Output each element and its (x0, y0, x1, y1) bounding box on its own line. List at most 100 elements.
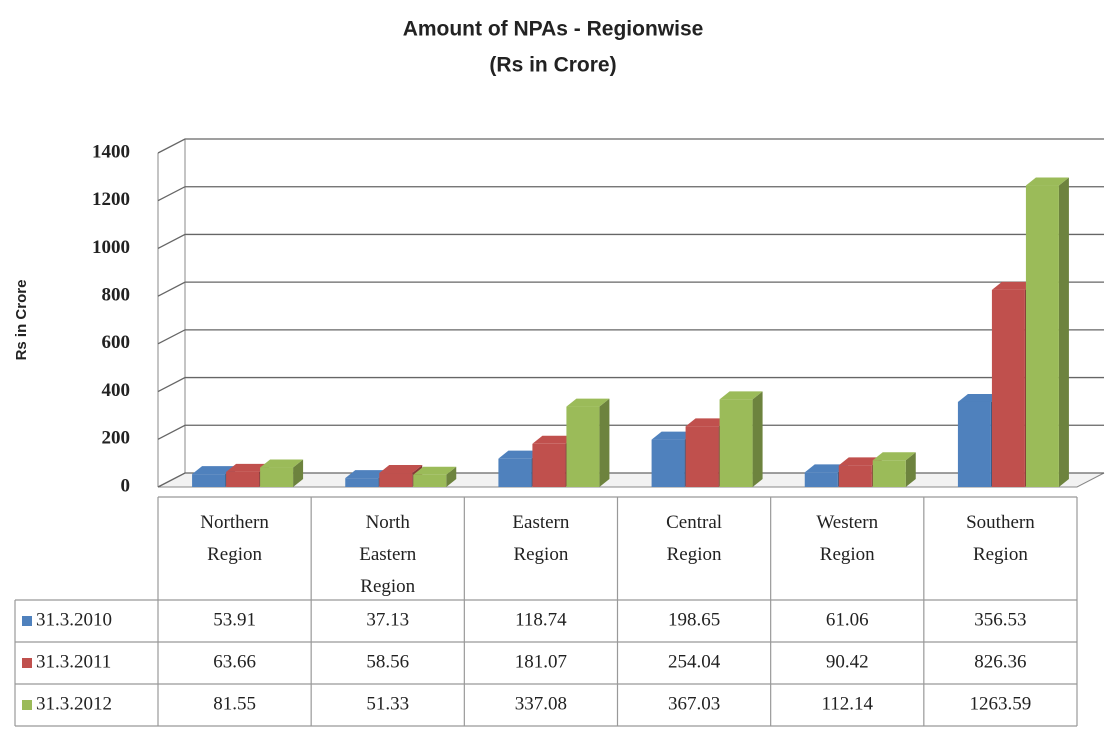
table-value: 63.66 (213, 651, 256, 672)
category-cell: Central Region (666, 512, 722, 565)
bar-front (804, 472, 838, 487)
y-tick-label: 1400 (92, 141, 130, 162)
bar-top (991, 281, 1035, 290)
category-cell: Northern Region (200, 512, 269, 565)
legend-label: 31.3.2011 (36, 651, 111, 672)
grid-line (157, 329, 1104, 345)
bar-top (566, 398, 610, 407)
bar-front (991, 289, 1025, 487)
category-cell: Western Region (816, 512, 879, 565)
bar-top (719, 391, 763, 400)
bar-side (599, 398, 610, 487)
table-value: 37.13 (366, 609, 409, 630)
y-tick-label: 600 (102, 332, 131, 353)
y-axis-label: Rs in Crore (13, 280, 30, 361)
bar (719, 391, 763, 487)
bar-front (957, 401, 991, 487)
bar-top (532, 435, 576, 444)
bar-top (685, 418, 729, 427)
bar-top (872, 452, 916, 461)
table-value: 53.91 (213, 609, 256, 630)
table-value: 118.74 (515, 609, 567, 630)
bar-side (905, 452, 916, 487)
bar (872, 452, 916, 487)
y-tick-label: 1200 (92, 189, 130, 210)
table-value: 81.55 (213, 693, 256, 714)
bar-front (719, 399, 753, 487)
chart-subtitle: (Rs in Crore) (489, 54, 616, 77)
bar-top (957, 393, 1001, 402)
table-value: 1263.59 (970, 693, 1032, 714)
table-value: 826.36 (974, 651, 1026, 672)
bar-front (566, 406, 600, 487)
x-tick-label: Northern Region (200, 512, 269, 565)
bar (566, 398, 610, 487)
bar-front (379, 473, 413, 487)
category-cell: North Eastern Region (359, 512, 417, 597)
table-value: 356.53 (974, 609, 1026, 630)
bar (260, 459, 304, 487)
bar-top (804, 464, 848, 473)
bar-front (260, 467, 294, 487)
table-value: 181.07 (515, 651, 567, 672)
grid-line (157, 186, 1104, 202)
bar-side (1058, 177, 1069, 488)
bar-side (752, 391, 763, 487)
grid-line (157, 233, 1104, 250)
y-tick-label: 200 (102, 428, 131, 449)
x-tick-label: North Eastern Region (359, 512, 417, 597)
legend-label: 31.3.2010 (36, 609, 112, 630)
table-value: 112.14 (821, 693, 873, 714)
bar-front (1025, 185, 1059, 488)
legend-marker (22, 616, 32, 626)
grid-line (157, 376, 1104, 393)
bar-front (872, 460, 906, 487)
table-value: 198.65 (668, 609, 720, 630)
table-value: 90.42 (826, 651, 869, 672)
bar-top (192, 466, 236, 475)
bar (413, 466, 457, 487)
legend-marker (22, 700, 32, 710)
bar-front (532, 443, 566, 487)
table-value: 367.03 (668, 693, 720, 714)
bar-top (379, 465, 423, 474)
category-cell: Southern Region (966, 512, 1035, 565)
bar-side (293, 459, 304, 487)
category-cell: Eastern Region (512, 512, 570, 565)
bar (1025, 177, 1069, 488)
grid-line (157, 472, 1104, 488)
x-tick-label: Eastern Region (512, 512, 570, 565)
y-tick-label: 1000 (92, 237, 130, 258)
table-value: 337.08 (515, 693, 567, 714)
bar-top (226, 463, 270, 472)
bar-front (651, 439, 685, 487)
bar-top (838, 457, 882, 466)
bar-front (685, 426, 719, 487)
bar-top (498, 450, 542, 459)
x-tick-label: Southern Region (966, 512, 1035, 565)
y-tick-label: 400 (102, 380, 131, 401)
table-value: 58.56 (366, 651, 409, 672)
bar-front (498, 458, 532, 487)
legend-marker (22, 658, 32, 668)
grid-line (157, 138, 1104, 154)
bar-front (345, 478, 379, 487)
bar-front (838, 465, 872, 487)
chart-title: Amount of NPAs - Regionwise (403, 18, 704, 41)
x-tick-label: Western Region (816, 512, 879, 565)
bar-front (192, 474, 226, 487)
bar-top (651, 431, 695, 440)
grid-line (157, 281, 1104, 297)
table-value: 254.04 (668, 651, 721, 672)
bar-top (1025, 177, 1069, 186)
table-value: 61.06 (826, 609, 869, 630)
bar-top (260, 459, 304, 468)
bar-side (446, 466, 457, 487)
bar-front (413, 474, 447, 487)
bar-top (413, 466, 457, 475)
legend-label: 31.3.2012 (36, 693, 112, 714)
bar-top (345, 470, 389, 479)
y-tick-label: 800 (102, 285, 131, 306)
table-value: 51.33 (366, 693, 409, 714)
